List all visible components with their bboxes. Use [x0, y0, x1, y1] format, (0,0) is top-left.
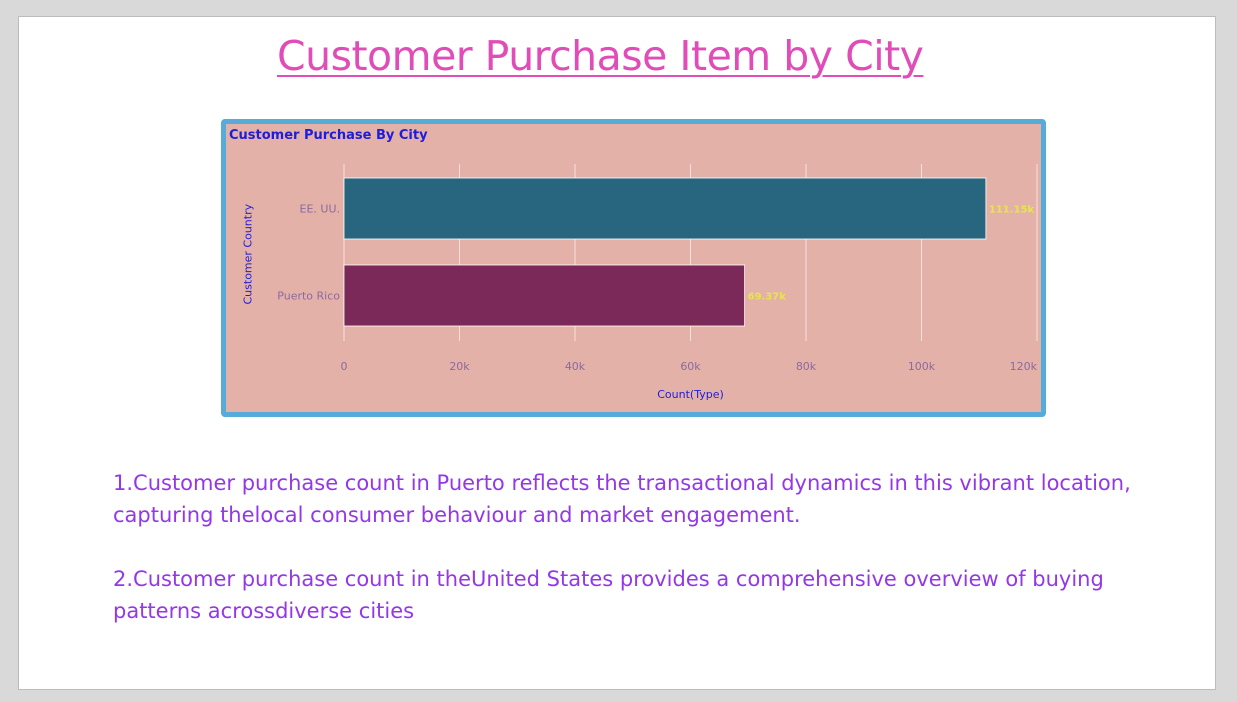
notes-list: 1.Customer purchase count in Puerto refl…: [113, 467, 1173, 659]
y-tick-label: Puerto Rico: [277, 290, 340, 303]
x-tick-label: 120k: [1010, 360, 1038, 373]
chart-container[interactable]: Customer Purchase By City Customer Count…: [221, 119, 1046, 417]
x-tick-label: 0: [341, 360, 348, 373]
bar: [343, 177, 987, 240]
y-tick-label: EE. UU.: [300, 203, 341, 216]
data-label: 69.37k: [748, 292, 787, 303]
x-tick-label: 40k: [565, 360, 586, 373]
slide: Customer Purchase Item by City Customer …: [18, 16, 1216, 690]
x-tick-label: 100k: [908, 360, 936, 373]
bar: [343, 264, 746, 327]
x-axis-label: Count(Type): [657, 388, 724, 401]
x-tick-label: 80k: [796, 360, 817, 373]
note-1: 1.Customer purchase count in Puerto refl…: [113, 471, 1131, 527]
bar-chart: 0 20k 40k 60k 80k 100k 120k EE. UU. 111.15k Puert…: [277, 164, 1038, 401]
data-label: 111.15k: [989, 205, 1035, 216]
x-tick-label: 60k: [680, 360, 701, 373]
note-2: 2.Customer purchase count in theUnited S…: [113, 567, 1104, 623]
chart-title: Customer Purchase By City: [229, 128, 428, 143]
slide-title: Customer Purchase Item by City: [277, 32, 924, 80]
x-tick-label: 20k: [449, 360, 470, 373]
